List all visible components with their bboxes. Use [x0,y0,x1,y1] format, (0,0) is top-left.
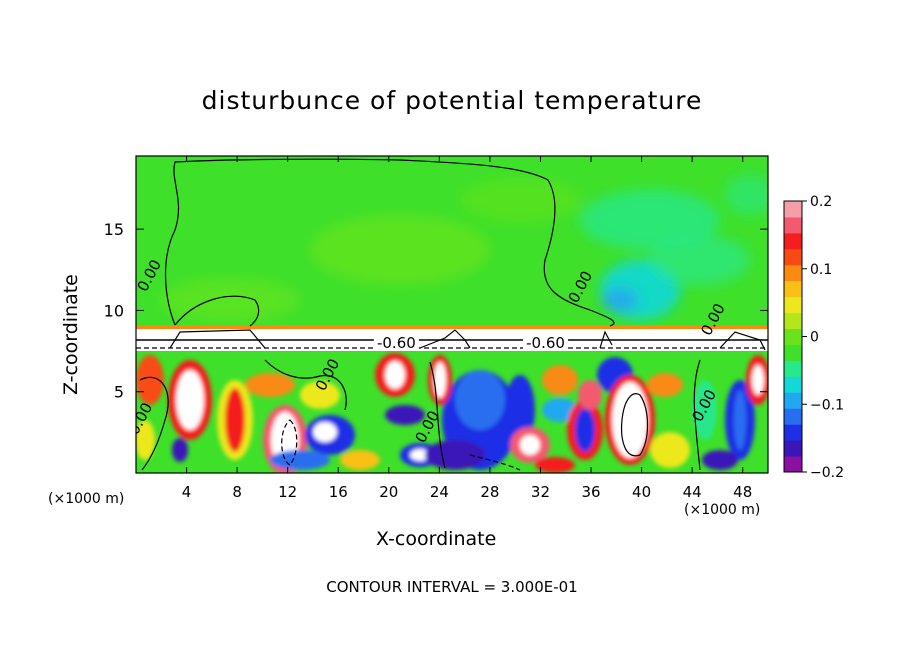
x-tick-label: 20 [379,483,398,501]
y-tick-label: 15 [104,220,124,239]
contour-zero-upper [164,158,615,327]
colorbar-tick-label: −0.1 [810,397,844,413]
contour-interval-text: CONTOUR INTERVAL = 3.000E-01 [326,578,578,596]
interface-line-top [136,325,768,329]
colorbar-segment [784,424,802,441]
colorbar-segment [784,201,802,218]
x-unit-left: (×1000 m) [48,491,125,507]
colorbar: 0.2 0.1 0 −0.1 −0.2 [783,194,844,481]
contour-lower-e [693,359,701,471]
colorbar-segment [784,328,802,345]
colorbar-segment [784,296,802,314]
colorbar-segment [784,440,802,457]
lower-field-cells [136,353,768,473]
colorbar-segment [784,312,802,330]
contour-label-bg [373,335,419,351]
plot-frame [135,155,769,474]
y-axis-ticks: 5 10 15 [104,220,768,402]
contour-label: -0.60 [377,334,416,352]
colorbar-tick-label: 0 [810,330,819,346]
contour-lines [136,158,768,471]
colorbar-segment [784,360,802,377]
contour-lower-a [139,376,169,471]
contour-interface-c [169,329,266,349]
colorbar-segment [784,344,802,361]
x-unit-right: (×1000 m) [684,502,761,518]
x-axis-label: X-coordinate [376,528,497,550]
contour-label: -0.60 [526,334,565,352]
contour-lower-g [469,454,521,471]
contour-interface-e [599,330,613,349]
contour-lower-f [281,419,298,466]
colorbar-segment [784,456,802,473]
x-tick-label: 12 [278,483,297,501]
y-tick-label: 5 [114,383,124,402]
colorbar-segment [784,248,802,266]
colorbar-tick-label: 0.1 [810,262,832,278]
contour-interface-f [719,331,766,351]
contour-lower-c [429,361,446,469]
colorbar-segment [784,232,802,250]
plot-area: 0.000.000.000.000.000.000.00-0.60 -0.60 [136,156,768,473]
y-tick-label: 10 [104,301,124,320]
x-tick-label: 24 [430,483,449,501]
colorbar-segment [784,408,802,425]
colorbar-tick-label: 0.2 [810,194,832,210]
colorbar-segment [784,392,802,409]
x-tick-label: 16 [329,483,348,501]
x-axis-ticks: 4 8 12 16 20 24 28 32 36 40 44 48 [182,156,752,501]
x-tick-label: 28 [480,483,499,501]
x-tick-label: 36 [581,483,600,501]
x-tick-label: 32 [531,483,550,501]
x-tick-label: 44 [683,483,702,501]
contour-lower-d [620,393,649,457]
colorbar-segment [784,216,802,234]
x-tick-label: 48 [733,483,752,501]
upper-field-variations [160,175,768,322]
chart-title: disturbunce of potential temperature [201,86,703,115]
x-tick-label: 4 [182,483,192,501]
x-tick-label: 40 [632,483,651,501]
colorbar-tick-label: −0.2 [810,465,844,481]
contour-lower-b [264,359,347,411]
contour-zero-upper-2 [174,295,260,327]
contour-label-bg [523,335,569,351]
contour-interface-d [419,329,471,349]
colorbar-segment [784,280,802,298]
colorbar-segment [784,264,802,282]
colorbar-segment [784,376,802,393]
x-tick-label: 8 [232,483,242,501]
